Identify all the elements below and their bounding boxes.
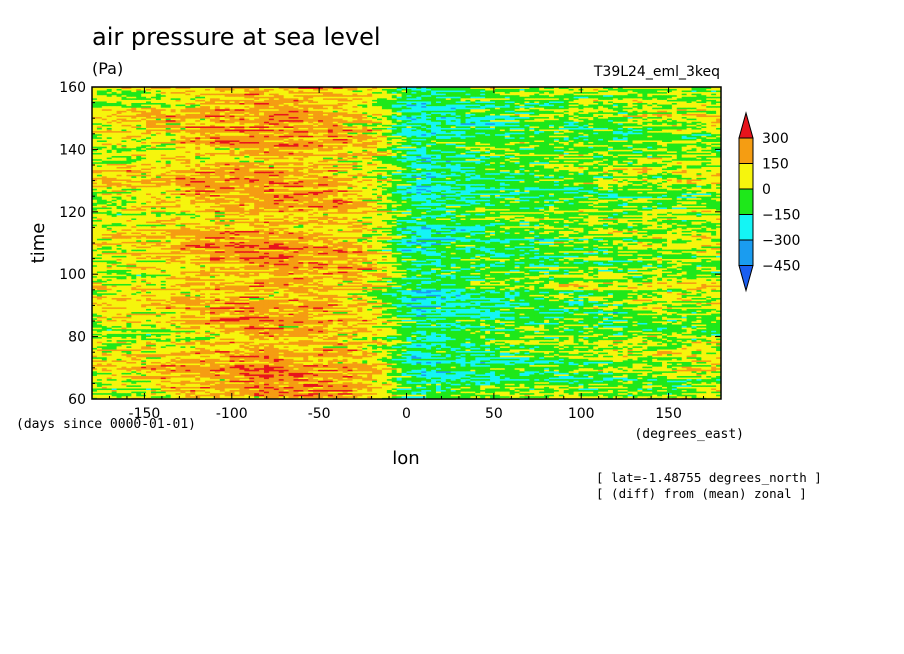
dataset-label: T39L24_eml_3keq xyxy=(593,64,720,80)
heatmap-cells xyxy=(92,87,722,399)
chart-subtitle: (Pa) xyxy=(92,59,123,78)
chart-title: air pressure at sea level xyxy=(92,23,381,51)
